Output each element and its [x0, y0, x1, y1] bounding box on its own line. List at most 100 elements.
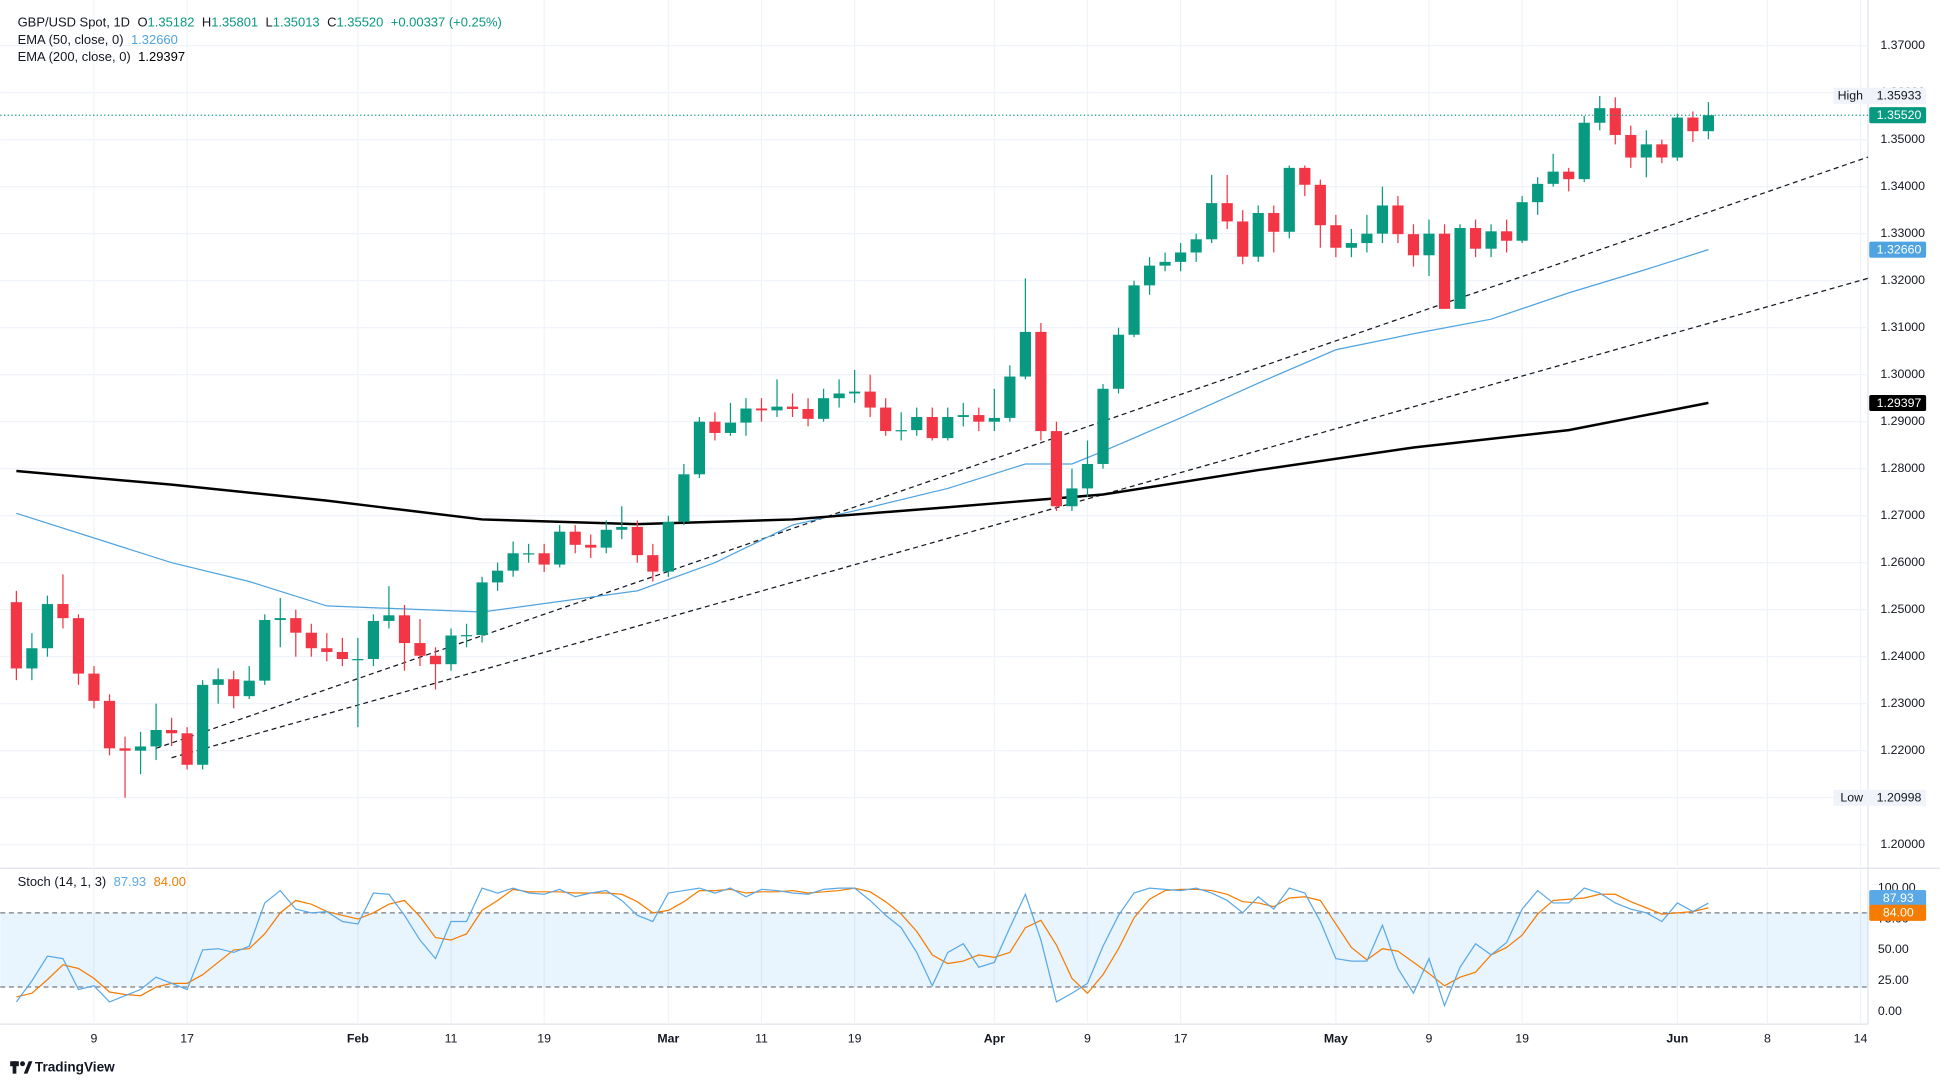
candle-body — [134, 746, 147, 751]
y-tick-label: 1.20000 — [1880, 837, 1925, 851]
legend-name: Stoch (14, 1, 3) — [18, 875, 107, 890]
candle-body — [1501, 231, 1513, 241]
y-tick-label: 1.35000 — [1880, 132, 1925, 146]
candle-body — [1625, 134, 1637, 158]
candle-body — [786, 406, 799, 409]
candle-body — [88, 673, 100, 701]
y-tick-label: 50.00 — [1878, 942, 1909, 956]
ohlc-value: 1.35013 — [273, 15, 320, 30]
candle-body — [678, 474, 690, 522]
candle-body — [538, 553, 550, 565]
candle-body — [755, 408, 768, 411]
y-tick-label: 1.22000 — [1880, 743, 1925, 757]
candle-body — [554, 531, 566, 565]
stoch-value-label: 84.00 — [1883, 906, 1914, 920]
candle-body — [1547, 171, 1559, 184]
stoch-band — [0, 912, 1868, 988]
candle-body — [1563, 171, 1575, 180]
candle-body — [724, 422, 737, 433]
stoch-value-box — [1869, 890, 1927, 907]
candle-body — [57, 604, 69, 619]
y-tick-label: 1.28000 — [1880, 461, 1925, 475]
candle-body — [1640, 144, 1652, 158]
candle-body — [41, 604, 54, 649]
candle-body — [1516, 202, 1528, 241]
x-tick-label: 11 — [755, 1031, 768, 1045]
extreme-label: High — [1838, 89, 1864, 103]
x-tick-label: 11 — [445, 1031, 458, 1045]
candle-body — [1252, 212, 1264, 257]
candle-body — [833, 393, 845, 399]
y-tick-label: 1.37000 — [1880, 38, 1925, 52]
candle-body — [1361, 233, 1373, 244]
ohlc-value: 1.35520 — [336, 15, 383, 30]
candle-body — [414, 643, 426, 656]
candle-body — [1004, 376, 1016, 418]
candle-body — [259, 620, 271, 681]
candle-body — [849, 391, 861, 394]
candle-body — [321, 648, 333, 652]
x-tick-label: 9 — [91, 1031, 98, 1045]
candle-body — [1687, 117, 1699, 132]
legend-value: 84.00 — [154, 875, 186, 890]
ohlc-key: O — [137, 15, 147, 30]
legend-entry: EMA (50, close, 0) 1.32660 — [18, 32, 178, 47]
candle-body — [352, 659, 364, 661]
x-tick-label: 17 — [180, 1031, 194, 1045]
candle-body — [740, 408, 752, 423]
x-tick-label: 19 — [537, 1031, 551, 1045]
y-tick-label: 1.33000 — [1880, 226, 1925, 240]
candle-body — [1671, 117, 1683, 158]
candle-body — [880, 407, 892, 432]
candle-body — [616, 526, 628, 530]
brand-logo: TradingView — [10, 1060, 115, 1075]
candle-body — [988, 417, 1000, 422]
candle-body — [1206, 203, 1218, 240]
logo-shape — [12, 1061, 17, 1074]
candle-body — [1035, 331, 1047, 432]
logo-shape — [20, 1061, 26, 1067]
candle-body — [1469, 228, 1482, 249]
series-price-label-box — [1869, 394, 1927, 412]
y-tick-label: 25.00 — [1878, 973, 1909, 987]
candle-body — [119, 748, 131, 751]
ohlc-key: L — [266, 15, 273, 30]
candle-body — [1128, 285, 1140, 335]
y-tick-label: 1.29000 — [1880, 414, 1925, 428]
candle-body — [398, 615, 411, 644]
y-tick-label: 1.27000 — [1880, 508, 1925, 522]
candle-body — [367, 620, 379, 660]
candle-body — [460, 635, 473, 637]
candle-body — [771, 406, 783, 411]
candle-body — [26, 648, 38, 669]
legend-value: 87.93 — [114, 875, 146, 890]
extreme-tag — [1833, 789, 1927, 806]
candle-body — [1143, 265, 1156, 286]
candle-body — [1081, 463, 1094, 489]
stoch-legend: Stoch (14, 1, 3) 87.93 84.00 — [18, 875, 186, 890]
change: +0.00337 (+0.25%) — [391, 15, 502, 30]
candle-body — [911, 416, 923, 431]
y-tick-label: 1.26000 — [1880, 555, 1925, 569]
candle-body — [1485, 231, 1497, 249]
candle-body — [957, 415, 969, 417]
y-tick-label: 1.34000 — [1880, 179, 1925, 193]
extreme-tag — [1833, 87, 1927, 104]
candle-body — [1330, 225, 1342, 248]
ohlc-value: 1.35182 — [148, 15, 195, 30]
legend-name: EMA (50, close, 0) — [18, 32, 124, 47]
candle-body — [1392, 205, 1404, 235]
candle-body — [1609, 108, 1621, 135]
stoch-value-box — [1869, 904, 1927, 921]
candle-body — [926, 416, 938, 439]
x-tick-label: Apr — [984, 1031, 1005, 1045]
candle-body — [274, 618, 286, 621]
grid — [0, 0, 1868, 1025]
brand-name: TradingView — [35, 1060, 115, 1075]
candle-body — [569, 531, 581, 545]
header: GBP/USD Spot, 1D O1.35182 H1.35801 L1.35013… — [18, 15, 502, 30]
ema-line — [16, 249, 1709, 613]
y-tick-label: 1.31000 — [1880, 320, 1925, 334]
candle-body — [72, 618, 85, 674]
